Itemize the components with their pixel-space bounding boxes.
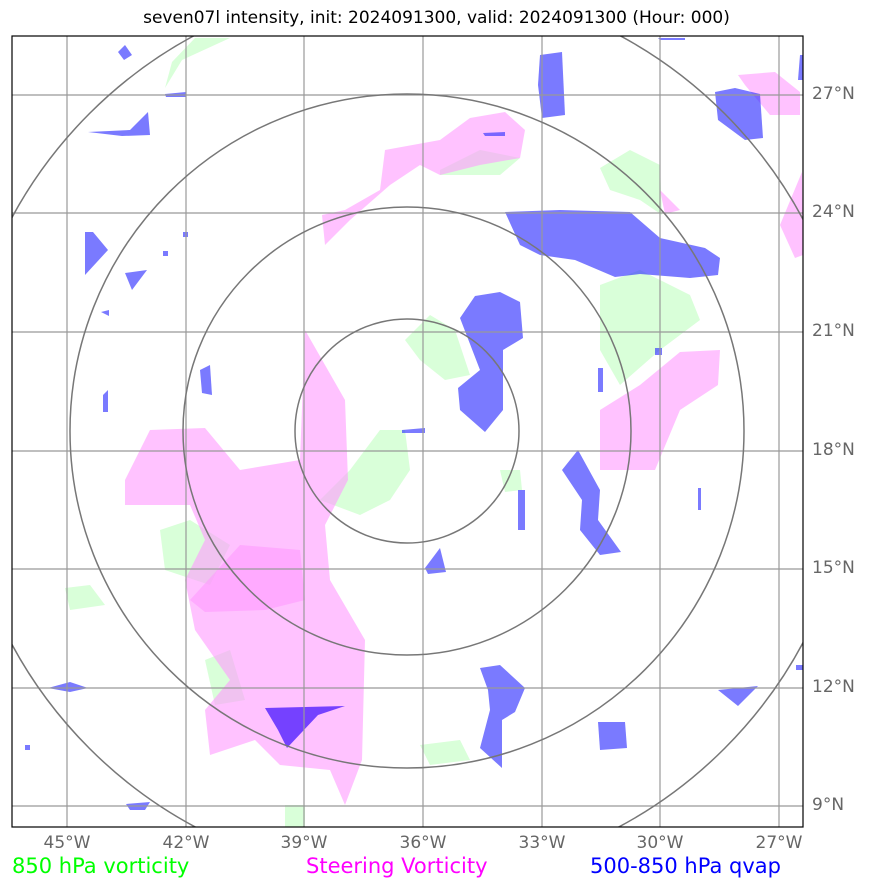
qvap-layer xyxy=(25,38,803,810)
lat-label-15: 15°N xyxy=(812,558,855,578)
lat-label-24: 24°N xyxy=(812,202,855,222)
legend-steering-vorticity: Steering Vorticity xyxy=(306,854,488,878)
range-ring-2 xyxy=(182,206,632,656)
lon-label-45: 45°W xyxy=(43,833,91,853)
lon-label-39: 39°W xyxy=(280,833,328,853)
lat-label-12: 12°N xyxy=(812,677,855,697)
lon-label-30: 30°W xyxy=(636,833,684,853)
legend-qvap: 500-850 hPa qvap xyxy=(590,854,781,878)
lon-label-27: 27°W xyxy=(755,833,803,853)
range-rings xyxy=(12,36,803,827)
chart-title: seven07l intensity, init: 2024091300, va… xyxy=(143,8,730,28)
plot-frame xyxy=(11,35,804,828)
range-ring-1 xyxy=(294,318,520,544)
lon-label-33: 33°W xyxy=(518,833,566,853)
lon-label-42: 42°W xyxy=(162,833,210,853)
legend-850-vorticity: 850 hPa vorticity xyxy=(12,854,190,878)
range-ring-3 xyxy=(69,93,745,769)
lat-label-21: 21°N xyxy=(812,321,855,341)
lon-label-36: 36°W xyxy=(399,833,447,853)
lat-label-27: 27°N xyxy=(812,84,855,104)
steering-vorticity-layer xyxy=(125,72,803,805)
lat-label-18: 18°N xyxy=(812,440,855,460)
graticule xyxy=(12,36,803,827)
lat-label-9: 9°N xyxy=(812,795,845,815)
